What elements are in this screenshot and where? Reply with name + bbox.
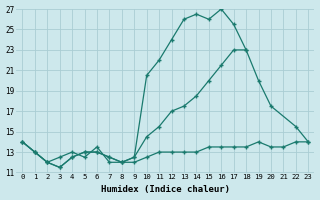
X-axis label: Humidex (Indice chaleur): Humidex (Indice chaleur) (101, 185, 230, 194)
